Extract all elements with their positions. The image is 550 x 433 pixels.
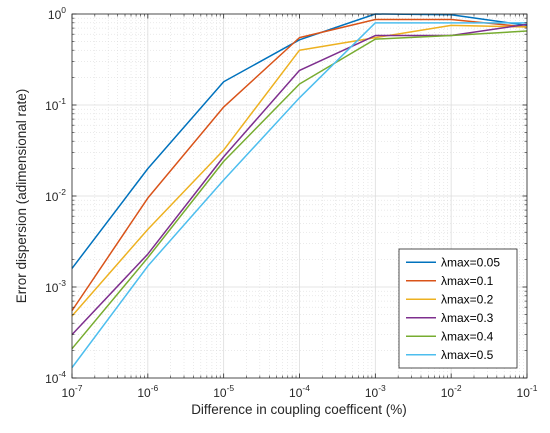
x-tick-label: 10-2 <box>441 383 462 400</box>
y-axis-title: Error dispersion (adimensional rate) <box>14 89 29 304</box>
y-tick-label: 10-4 <box>45 369 66 386</box>
y-tick-label: 100 <box>48 5 66 22</box>
x-tick-label: 10-7 <box>62 383 83 400</box>
y-tick-label: 10-1 <box>45 96 66 113</box>
series-line <box>71 18 528 312</box>
legend: λmax=0.05 λmax=0.1 λmax=0.2 λmax=0.3 λmax=0.… <box>398 248 518 369</box>
x-axis-title: Difference in coupling coefficent (%) <box>191 402 407 417</box>
legend-label: λmax=0.2 <box>441 292 494 306</box>
x-tick-label: 10-5 <box>213 383 234 400</box>
legend-label: λmax=0.4 <box>441 329 494 343</box>
x-tick-label: 10-1 <box>517 383 538 400</box>
series-line <box>71 30 528 350</box>
series-lines <box>71 13 528 369</box>
series-line <box>71 24 528 317</box>
axis-ticks <box>71 13 528 379</box>
legend-label: λmax=0.3 <box>441 311 494 325</box>
y-tick-labels: 10-4 10-3 10-2 10-1 100 <box>45 5 66 386</box>
series-line <box>71 22 527 369</box>
legend-box <box>398 248 518 369</box>
y-tick-label: 10-2 <box>45 187 66 204</box>
x-tick-label: 10-6 <box>137 383 158 400</box>
x-tick-label: 10-4 <box>289 383 310 400</box>
legend-label: λmax=0.05 <box>441 255 500 269</box>
y-tick-label: 10-3 <box>45 278 66 295</box>
legend-label: λmax=0.1 <box>441 274 494 288</box>
legend-label: λmax=0.5 <box>441 348 494 362</box>
x-tick-label: 10-3 <box>365 383 386 400</box>
x-tick-labels: 10-7 10-6 10-5 10-4 10-3 10-2 10-1 <box>62 383 538 400</box>
